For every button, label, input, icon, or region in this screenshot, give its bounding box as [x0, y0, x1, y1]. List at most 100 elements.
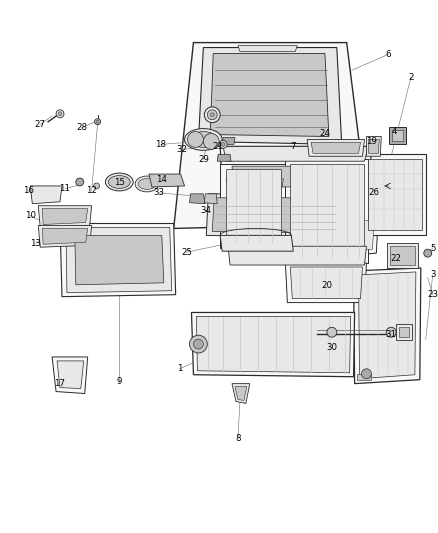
Text: 34: 34 [201, 206, 212, 215]
Polygon shape [368, 140, 379, 154]
Polygon shape [226, 179, 283, 190]
Text: 12: 12 [86, 187, 97, 196]
Polygon shape [390, 246, 415, 265]
Text: 3: 3 [430, 270, 435, 279]
Text: 22: 22 [391, 254, 402, 263]
Text: 26: 26 [369, 188, 380, 197]
Polygon shape [228, 246, 367, 265]
Bar [399, 327, 409, 337]
Circle shape [203, 134, 219, 149]
Text: 32: 32 [176, 145, 187, 154]
Text: 6: 6 [385, 50, 391, 59]
Circle shape [219, 141, 227, 148]
Polygon shape [210, 53, 329, 136]
Circle shape [96, 120, 99, 123]
Text: 5: 5 [430, 244, 435, 253]
Polygon shape [389, 127, 406, 144]
Polygon shape [174, 43, 369, 229]
Text: 9: 9 [117, 377, 122, 386]
Polygon shape [196, 317, 351, 373]
Ellipse shape [106, 173, 133, 191]
Polygon shape [212, 198, 339, 233]
Text: 13: 13 [30, 239, 41, 248]
Polygon shape [206, 194, 345, 238]
Circle shape [94, 183, 99, 189]
Ellipse shape [184, 128, 222, 150]
Polygon shape [57, 361, 84, 389]
Circle shape [207, 110, 217, 120]
Polygon shape [220, 147, 371, 204]
Text: 30: 30 [326, 343, 337, 352]
Text: 15: 15 [114, 179, 125, 188]
Circle shape [221, 142, 225, 147]
Polygon shape [387, 243, 418, 268]
Text: 24: 24 [319, 129, 330, 138]
Ellipse shape [135, 176, 159, 192]
Polygon shape [217, 154, 231, 161]
Text: 10: 10 [25, 211, 36, 220]
Polygon shape [307, 140, 364, 156]
Polygon shape [223, 147, 368, 161]
Polygon shape [60, 223, 176, 297]
Text: 20: 20 [321, 281, 332, 290]
Polygon shape [367, 136, 381, 156]
Polygon shape [191, 312, 355, 377]
Polygon shape [220, 164, 286, 248]
Polygon shape [290, 164, 364, 258]
Polygon shape [42, 209, 88, 224]
Polygon shape [220, 236, 293, 251]
Polygon shape [38, 206, 92, 228]
Text: 27: 27 [35, 120, 46, 129]
Polygon shape [238, 45, 297, 52]
Text: 11: 11 [60, 184, 71, 193]
Polygon shape [235, 386, 247, 400]
Ellipse shape [138, 179, 156, 189]
Ellipse shape [109, 175, 130, 188]
Ellipse shape [190, 132, 217, 148]
Circle shape [205, 107, 220, 123]
Text: 28: 28 [76, 123, 87, 132]
Polygon shape [364, 154, 426, 236]
Circle shape [95, 119, 101, 125]
Polygon shape [42, 229, 88, 244]
Polygon shape [311, 142, 360, 154]
Text: 23: 23 [427, 290, 438, 299]
Polygon shape [226, 169, 282, 243]
Polygon shape [290, 267, 363, 298]
Circle shape [56, 110, 64, 118]
Text: 2: 2 [408, 72, 413, 82]
Text: 7: 7 [290, 142, 296, 151]
Polygon shape [149, 174, 184, 187]
Circle shape [194, 339, 203, 349]
Bar [396, 324, 412, 340]
Polygon shape [359, 272, 416, 379]
Polygon shape [190, 194, 205, 204]
Polygon shape [232, 384, 250, 403]
Text: 18: 18 [155, 140, 166, 149]
Text: 8: 8 [235, 433, 241, 442]
Polygon shape [232, 166, 321, 187]
Text: 31: 31 [386, 330, 397, 338]
Text: 29: 29 [198, 155, 209, 164]
Text: 14: 14 [156, 174, 167, 183]
Circle shape [187, 132, 203, 148]
Polygon shape [286, 263, 367, 303]
Text: 21: 21 [213, 142, 224, 151]
Bar [357, 374, 371, 379]
Circle shape [424, 249, 432, 257]
Polygon shape [38, 225, 92, 247]
Polygon shape [351, 215, 378, 255]
Text: 17: 17 [54, 379, 66, 388]
Polygon shape [368, 159, 422, 230]
Polygon shape [66, 228, 172, 293]
Circle shape [386, 327, 396, 337]
Polygon shape [392, 130, 403, 141]
Polygon shape [355, 221, 374, 250]
Text: 1: 1 [177, 365, 182, 373]
Polygon shape [344, 223, 364, 236]
Circle shape [327, 327, 337, 337]
Polygon shape [30, 186, 62, 204]
Circle shape [190, 335, 207, 353]
Polygon shape [52, 357, 88, 393]
Circle shape [210, 113, 214, 117]
